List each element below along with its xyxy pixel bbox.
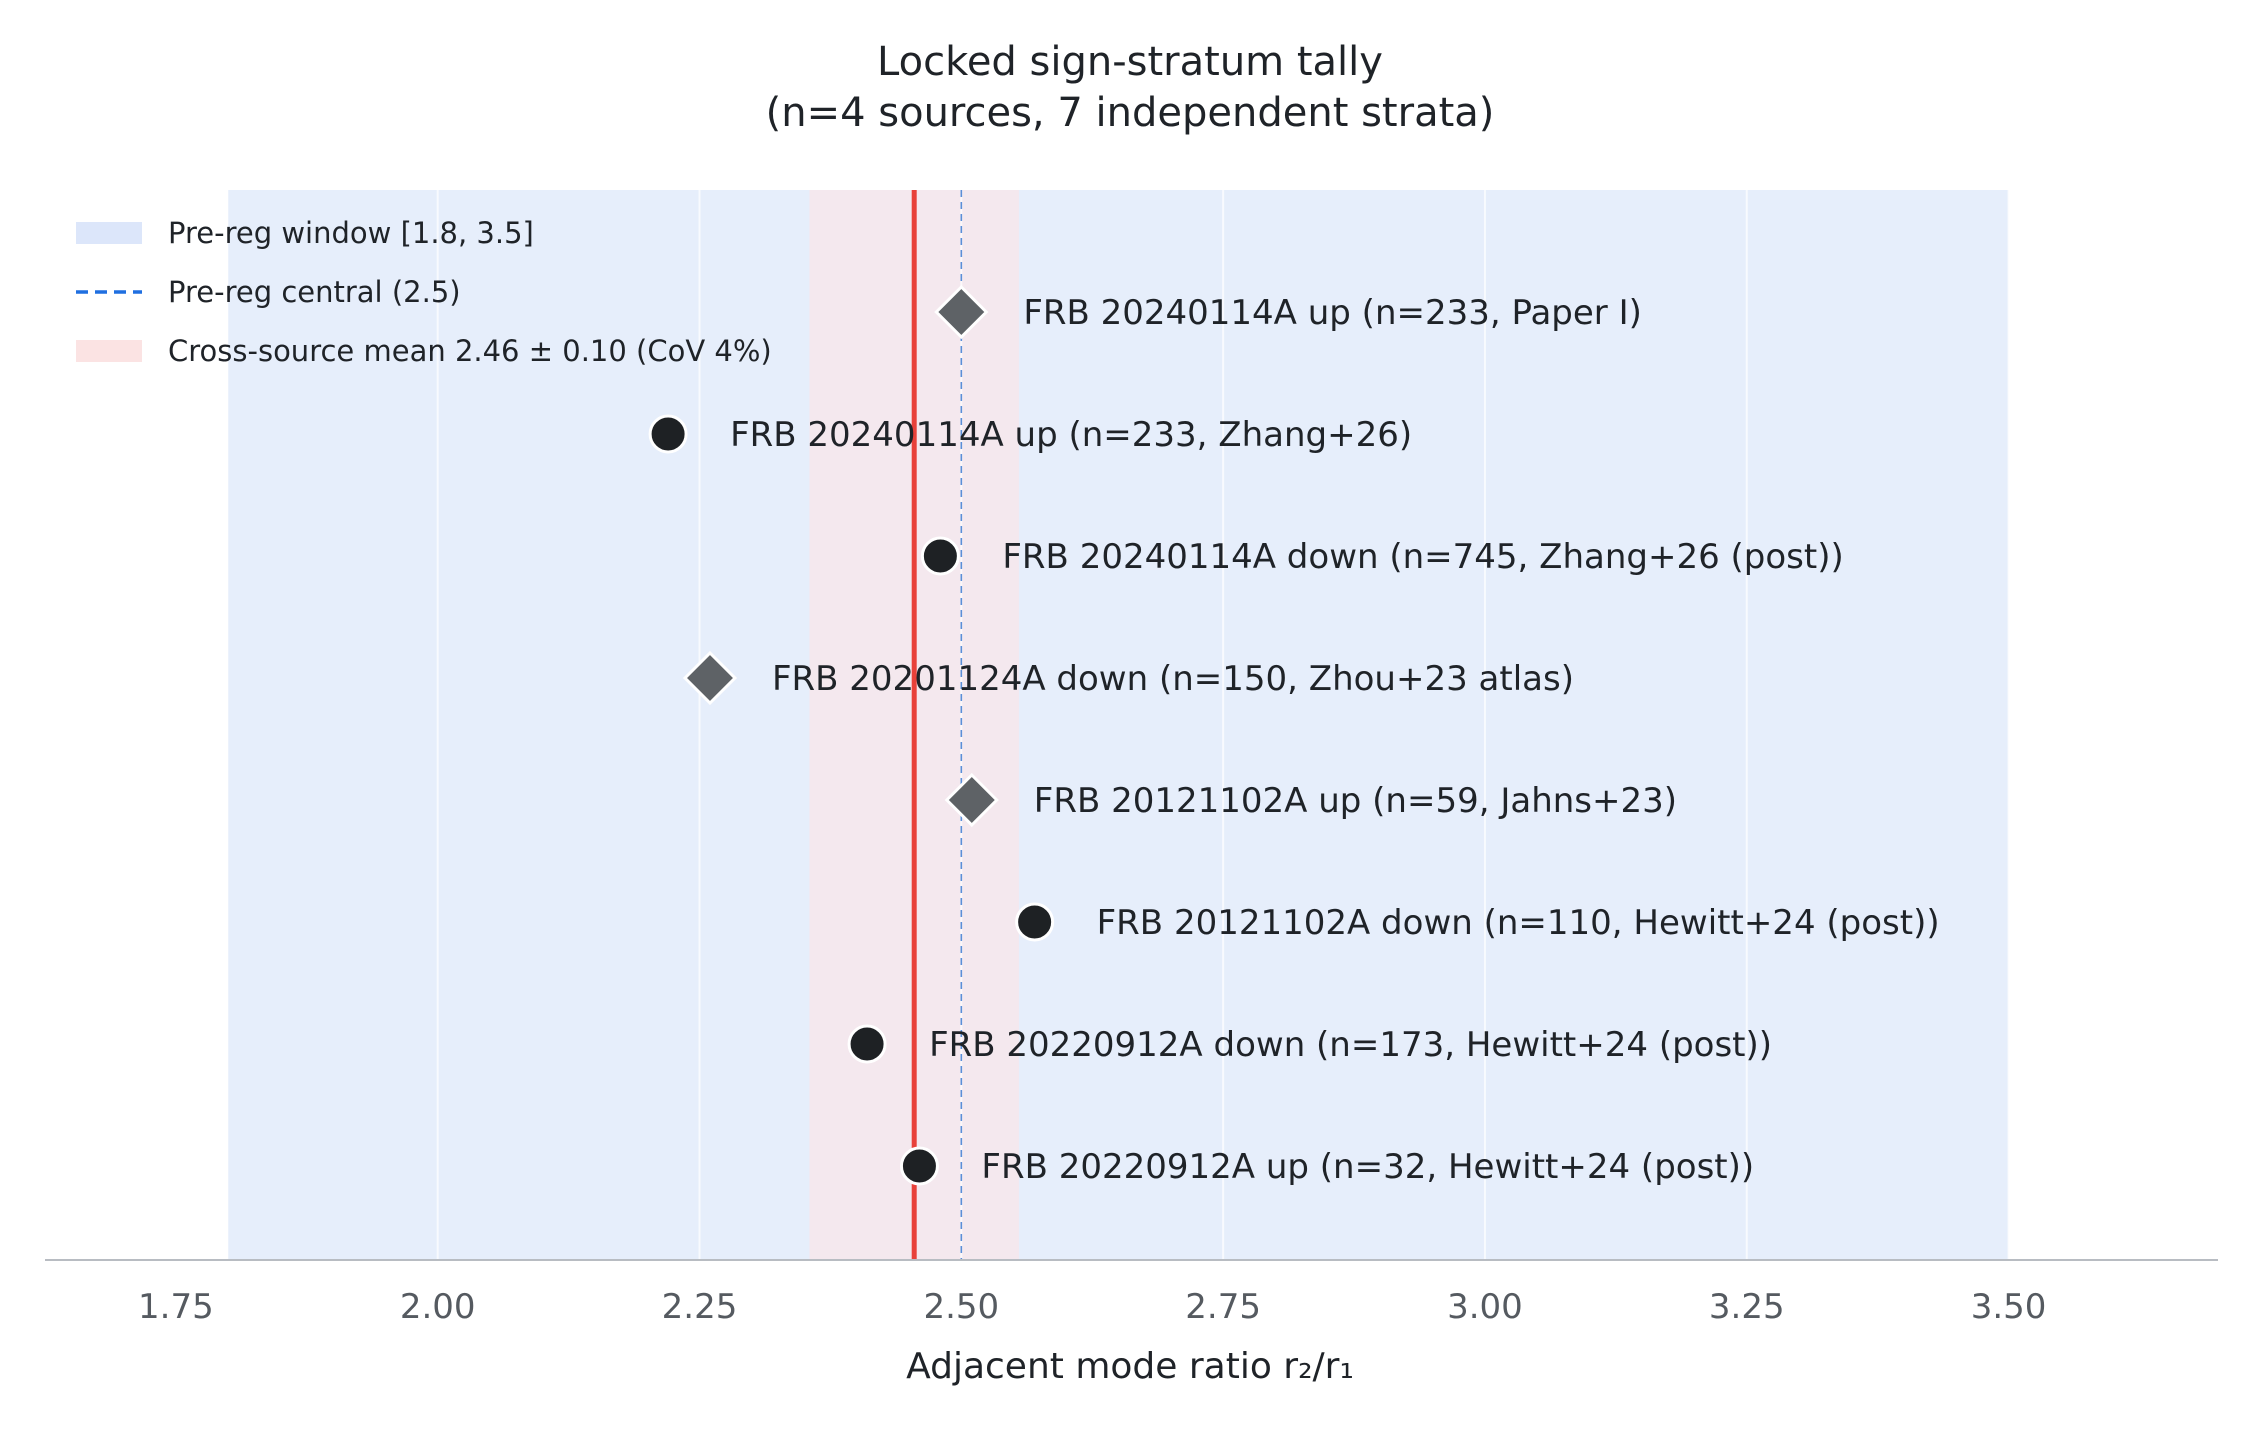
point-marker-0 [934, 284, 989, 340]
x-tick-label-1: 2.00 [400, 1287, 476, 1327]
point-label-3: FRB 20201124A down (n=150, Zhou+23 atlas… [772, 659, 1574, 699]
x-tick-label-0: 1.75 [138, 1287, 214, 1327]
x-tick-label-5: 3.00 [1447, 1287, 1523, 1327]
x-axis-label: Adjacent mode ratio r₂/r₁ [906, 1346, 1354, 1387]
x-tick-label-2: 2.25 [662, 1287, 738, 1327]
legend-swatch-2 [76, 340, 142, 362]
x-tick-label-7: 3.50 [1971, 1287, 2047, 1327]
point-marker-7 [899, 1146, 939, 1186]
point-label-0: FRB 20240114A up (n=233, Paper I) [1023, 293, 1642, 333]
x-tick-label-4: 2.75 [1185, 1287, 1261, 1327]
chart-title-line2: (n=4 sources, 7 independent strata) [766, 90, 1495, 136]
point-marker-6 [847, 1024, 887, 1064]
background-bands [228, 190, 2009, 1260]
legend-label-2: Cross-source mean 2.46 ± 0.10 (CoV 4%) [168, 334, 772, 368]
point-label-2: FRB 20240114A down (n=745, Zhang+26 (pos… [1002, 537, 1843, 577]
legend-label-1: Pre-reg central (2.5) [168, 275, 461, 309]
reference-lines [911, 190, 963, 1260]
data-points: FRB 20240114A up (n=233, Paper I) FRB 202… [648, 284, 1940, 1187]
legend-label-0: Pre-reg window [1.8, 3.5] [168, 216, 534, 250]
point-marker-5 [1015, 902, 1055, 942]
x-tick-label-6: 3.25 [1709, 1287, 1785, 1327]
legend: Pre-reg window [1.8, 3.5] Pre-reg central… [76, 216, 772, 368]
point-label-1: FRB 20240114A up (n=233, Zhang+26) [730, 415, 1412, 455]
point-marker-4 [944, 772, 999, 828]
legend-swatch-0 [76, 222, 142, 244]
point-label-6: FRB 20220912A down (n=173, Hewitt+24 (po… [929, 1025, 1772, 1065]
point-marker-2 [920, 536, 960, 576]
point-marker-1 [648, 414, 688, 454]
x-axis: 1.75 2.00 2.25 2.50 2.75 3.00 3.25 3.50 [45, 1259, 2218, 1327]
point-marker-3 [682, 650, 738, 706]
point-label-7: FRB 20220912A up (n=32, Hewitt+24 (post)… [981, 1147, 1754, 1187]
chart-title-line1: Locked sign-stratum tally [877, 39, 1383, 85]
point-label-5: FRB 20121102A down (n=110, Hewitt+24 (po… [1097, 903, 1940, 943]
x-tick-label-3: 2.50 [923, 1287, 999, 1327]
prereg-window-band [228, 190, 2009, 1260]
point-label-4: FRB 20121102A up (n=59, Jahns+23) [1034, 781, 1677, 821]
